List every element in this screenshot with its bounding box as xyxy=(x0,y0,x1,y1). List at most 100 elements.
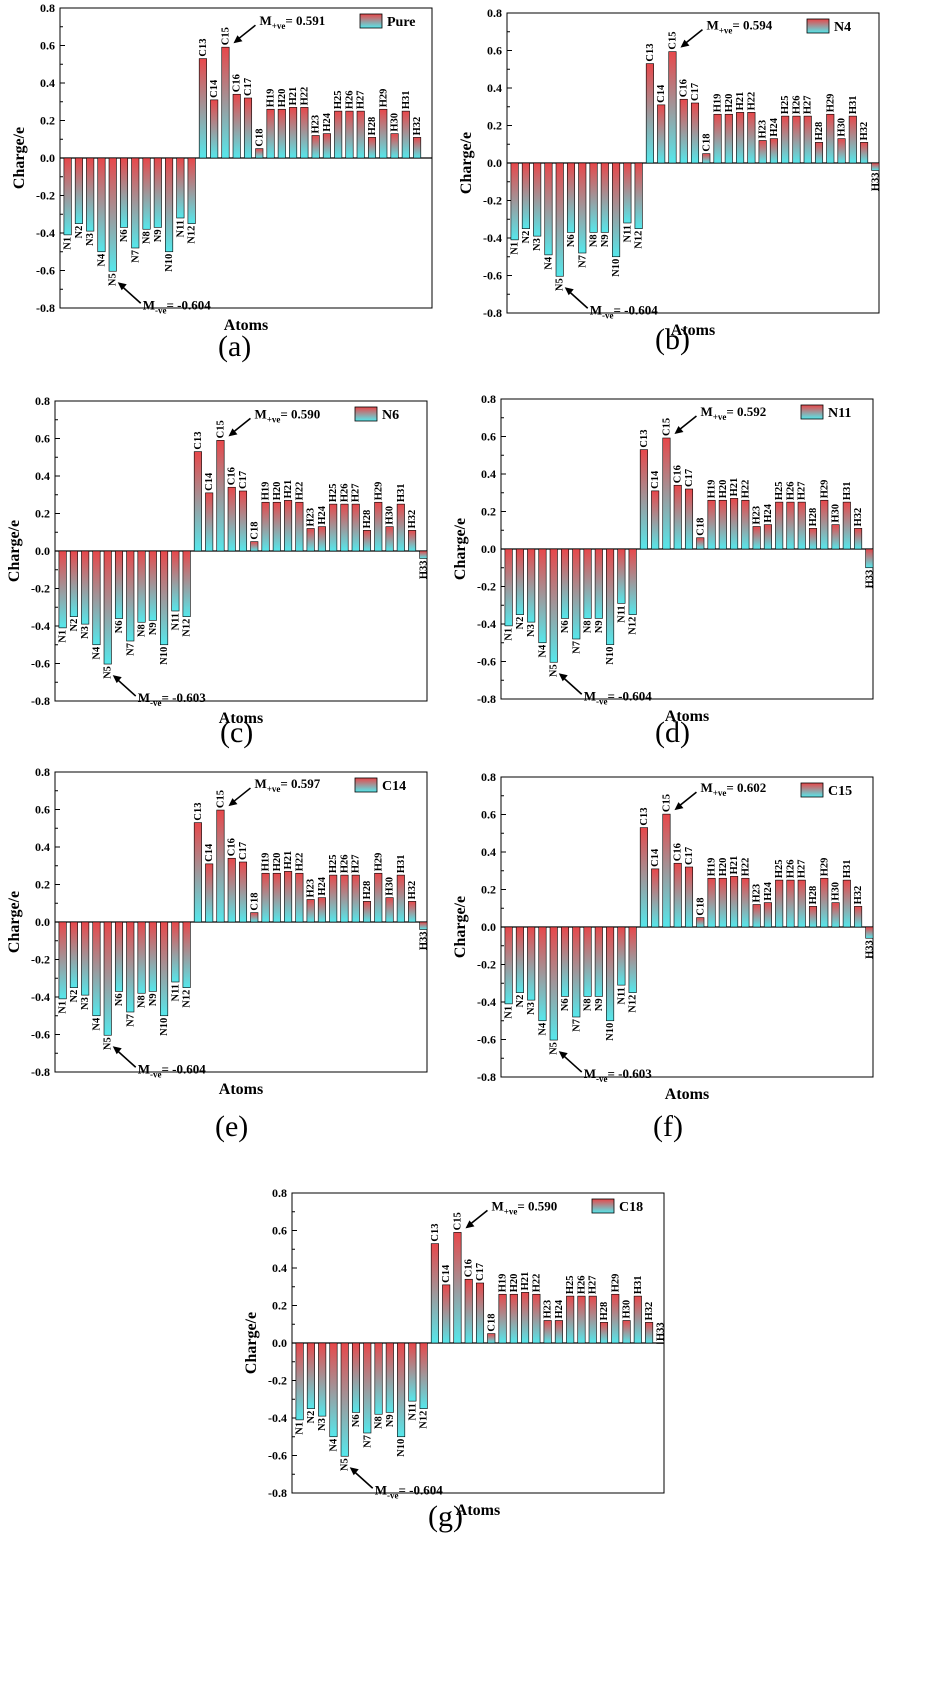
bar xyxy=(97,157,106,253)
y-axis-title: Charge/e xyxy=(6,891,23,953)
bar xyxy=(108,157,117,272)
bar xyxy=(871,162,880,171)
bar-label: C13 xyxy=(639,808,650,826)
legend-label: C15 xyxy=(828,784,852,799)
bar-label: N1 xyxy=(58,630,69,643)
bar xyxy=(58,550,67,629)
bar-label: H24 xyxy=(769,117,780,136)
min-annotation: M-ve= -0.604 xyxy=(138,1061,207,1079)
legend-swatch xyxy=(354,406,378,422)
bar-label: N10 xyxy=(605,1023,616,1041)
min-arrow-head xyxy=(558,673,568,682)
bar xyxy=(255,148,264,159)
bar-label: H30 xyxy=(390,113,401,132)
bar-label: N8 xyxy=(589,234,600,247)
bar xyxy=(707,877,716,928)
bar xyxy=(272,501,281,552)
bar xyxy=(182,550,191,617)
bar-label: N9 xyxy=(148,993,159,1006)
bar xyxy=(718,499,727,550)
bar-label: N10 xyxy=(611,259,622,277)
bar-label: H32 xyxy=(412,117,423,136)
bar-label: N4 xyxy=(537,1022,548,1036)
bar-label: N12 xyxy=(419,1411,430,1429)
y-tick-label: 0.0 xyxy=(487,156,502,170)
y-tick-label: -0.2 xyxy=(31,953,50,967)
bar-label: H28 xyxy=(367,117,378,136)
bar-label: H23 xyxy=(306,508,317,527)
bar-label: H24 xyxy=(317,876,328,895)
bar xyxy=(362,901,372,923)
bar xyxy=(119,157,129,228)
bar-label: N5 xyxy=(103,666,114,679)
bar-label: C14 xyxy=(209,79,220,98)
panel-caption: (g) xyxy=(428,1500,463,1533)
bar xyxy=(408,901,417,923)
bar xyxy=(210,99,219,159)
bar xyxy=(396,874,405,923)
bar xyxy=(103,921,112,1036)
y-tick-label: 0.6 xyxy=(481,808,496,822)
bar xyxy=(419,1342,428,1409)
bar xyxy=(865,548,874,569)
legend-label: C14 xyxy=(382,779,406,794)
bar-label: H20 xyxy=(277,89,288,108)
bar-label: H32 xyxy=(853,508,864,527)
bar-label: H19 xyxy=(498,1274,509,1293)
bar-label: N1 xyxy=(510,242,521,255)
bar xyxy=(549,548,558,663)
bar xyxy=(696,917,705,928)
bar xyxy=(854,528,863,550)
bar-label: H32 xyxy=(407,510,418,529)
bar xyxy=(842,879,851,928)
bar xyxy=(367,137,377,159)
bar xyxy=(153,157,162,228)
bar-label: N6 xyxy=(560,620,571,633)
y-axis-title: Charge/e xyxy=(452,518,469,580)
bar xyxy=(58,921,67,1000)
bar-chart: -0.8-0.6-0.4-0.20.00.20.40.60.8N1N2N3N4N… xyxy=(452,770,875,1103)
bar xyxy=(622,1320,631,1344)
min-arrow-head xyxy=(112,675,122,684)
y-tick-label: 0.2 xyxy=(35,507,50,521)
bar xyxy=(684,488,694,550)
y-tick-label: -0.6 xyxy=(31,1028,50,1042)
min-arrow xyxy=(567,289,589,309)
bar xyxy=(555,162,564,277)
bar xyxy=(656,1342,665,1344)
y-tick-label: -0.6 xyxy=(483,269,502,283)
bar xyxy=(504,926,513,1005)
bar xyxy=(63,157,72,236)
min-arrow-head xyxy=(112,1046,122,1055)
bar-label: N12 xyxy=(182,619,193,637)
bar xyxy=(430,1243,439,1344)
y-tick-label: 0.6 xyxy=(272,1224,287,1238)
bar xyxy=(651,490,660,550)
bar xyxy=(374,1342,383,1415)
bar xyxy=(628,926,637,993)
bar-label: H22 xyxy=(294,482,305,501)
bar xyxy=(831,524,840,550)
bar xyxy=(854,906,863,928)
bar xyxy=(464,1278,473,1344)
bar xyxy=(284,500,293,552)
bar xyxy=(351,874,360,923)
bar xyxy=(589,162,598,233)
bar xyxy=(311,135,320,159)
bar xyxy=(131,157,140,249)
min-arrow xyxy=(115,1048,137,1068)
bar xyxy=(639,827,648,928)
bar-label: N12 xyxy=(628,995,639,1013)
bar-label: H19 xyxy=(261,482,272,501)
bar xyxy=(651,868,660,928)
chart-panel: -0.8 -0.6 -0.4 -0.2 0.0 0.2 0.4 0.6 0.8 N1 N2 N3 N4 N… xyxy=(457,6,897,340)
bar-label: H28 xyxy=(814,122,825,141)
legend-swatch xyxy=(806,18,830,34)
max-arrow-head xyxy=(233,35,243,44)
bar-label: H21 xyxy=(283,480,294,499)
y-tick-label: 0.6 xyxy=(35,803,50,817)
bar-label: N8 xyxy=(374,1416,385,1429)
bar-label: H32 xyxy=(853,886,864,905)
bar-label: N4 xyxy=(96,253,107,267)
min-arrow-head xyxy=(349,1467,359,1476)
